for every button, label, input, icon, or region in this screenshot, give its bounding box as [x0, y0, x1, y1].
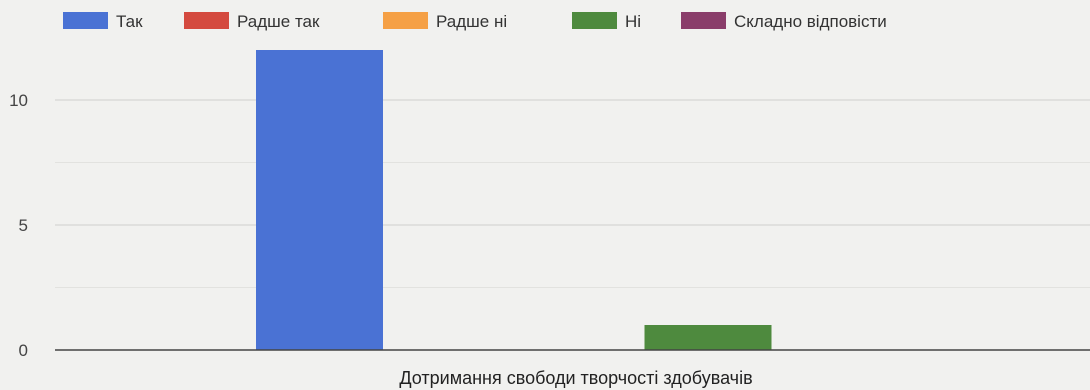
x-category-label: Дотримання свободи творчості здобувачів: [399, 368, 752, 388]
y-tick-label: 10: [9, 91, 28, 110]
legend-label: Так: [116, 12, 143, 31]
legend-swatch: [63, 12, 108, 29]
legend-swatch: [681, 12, 726, 29]
legend-swatch: [184, 12, 229, 29]
y-tick-label: 5: [19, 216, 28, 235]
legend-item[interactable]: Радше ні: [383, 12, 507, 31]
legend-label: Складно відповісти: [734, 12, 887, 31]
bars: [256, 50, 772, 350]
bar-Так[interactable]: [256, 50, 383, 350]
legend-label: Радше так: [237, 12, 320, 31]
legend-item[interactable]: Радше так: [184, 12, 320, 31]
legend-item[interactable]: Так: [63, 12, 143, 31]
legend[interactable]: Так Радше так Радше ні Ні Складно відповісти: [63, 12, 887, 31]
y-tick-label: 0: [19, 341, 28, 360]
legend-swatch: [572, 12, 617, 29]
legend-swatch: [383, 12, 428, 29]
legend-label: Радше ні: [436, 12, 507, 31]
legend-item[interactable]: Складно відповісти: [681, 12, 887, 31]
bar-Ні[interactable]: [644, 325, 772, 350]
axes: 0 5 10 Дотримання свободи творчості здобува…: [9, 91, 1090, 388]
legend-item[interactable]: Ні: [572, 12, 641, 31]
gridlines: [55, 99, 1090, 288]
legend-label: Ні: [625, 12, 641, 31]
